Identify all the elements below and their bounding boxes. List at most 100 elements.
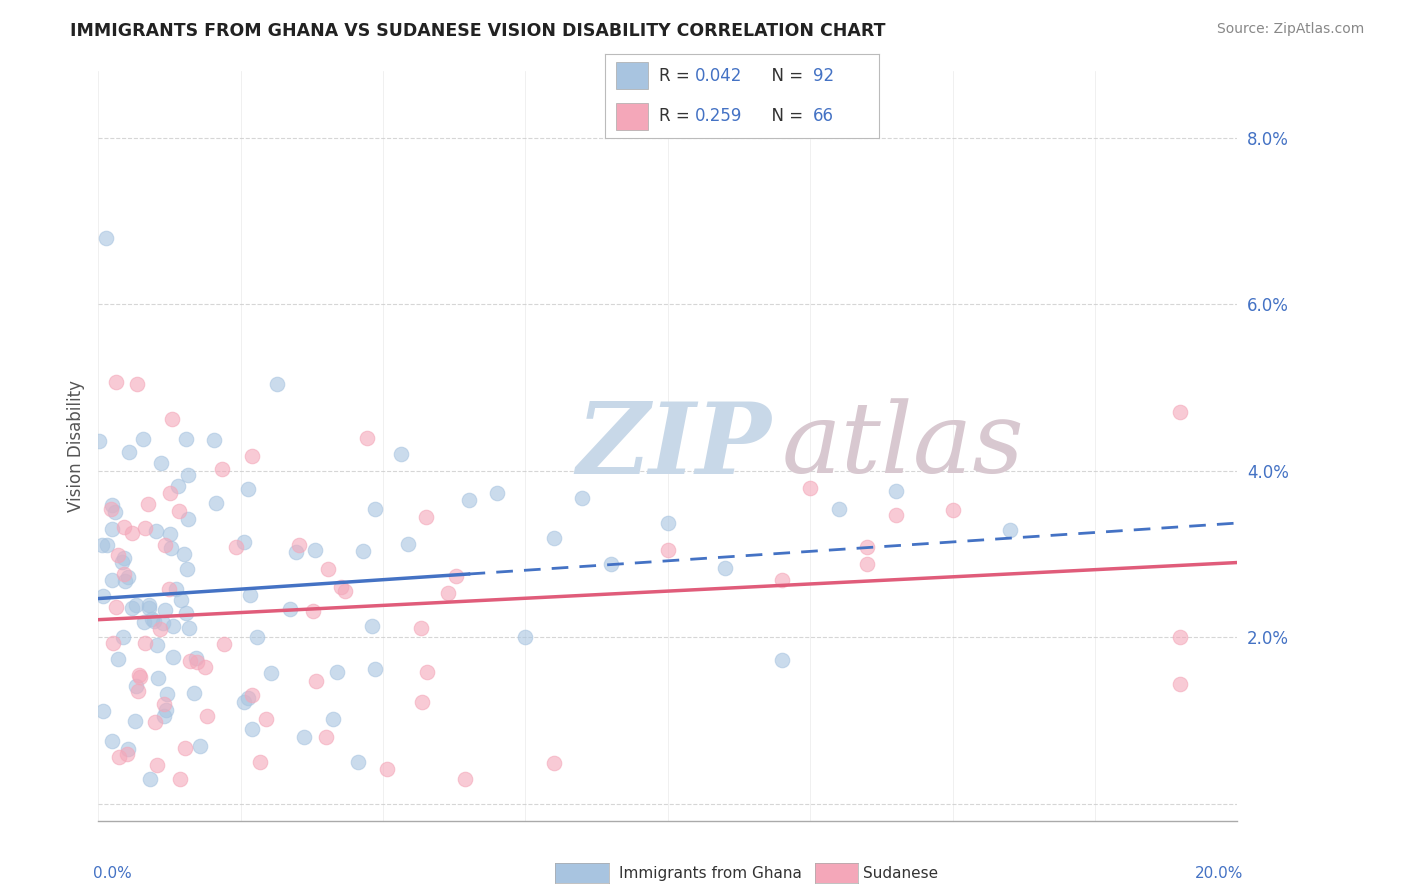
Text: R =: R = (659, 67, 696, 85)
Point (128, 668, 150, 682)
Point (240, 689, 263, 703)
Point (1170, 405, 1192, 419)
Point (259, 666, 281, 681)
Point (101, 498, 124, 512)
Point (364, 502, 387, 516)
Point (239, 588, 262, 602)
Point (91, 704, 114, 718)
Point (112, 520, 135, 534)
Text: 0.259: 0.259 (695, 107, 742, 125)
Point (87, 434, 110, 448)
Point (117, 445, 139, 459)
Text: 0.0%: 0.0% (93, 865, 132, 880)
Point (284, 545, 307, 559)
Point (148, 672, 170, 686)
Point (112, 550, 135, 565)
Point (571, 491, 593, 505)
Point (188, 739, 211, 754)
Point (107, 652, 129, 666)
Point (278, 602, 301, 616)
Point (162, 649, 184, 664)
Point (304, 542, 326, 557)
Point (169, 772, 191, 786)
Point (770, 653, 793, 667)
Point (515, 630, 537, 644)
Point (335, 584, 357, 599)
Point (183, 686, 205, 700)
Point (364, 662, 387, 676)
Point (142, 615, 165, 629)
Point (657, 516, 679, 530)
Point (543, 756, 565, 770)
Point (301, 604, 323, 618)
Point (103, 636, 125, 650)
Point (232, 534, 254, 549)
Point (828, 502, 851, 516)
Point (856, 540, 879, 554)
Point (129, 670, 152, 684)
Point (125, 679, 148, 693)
Text: ZIP: ZIP (576, 398, 772, 494)
Point (770, 573, 793, 587)
Text: N =: N = (761, 67, 808, 85)
Text: Immigrants from Ghana: Immigrants from Ghana (619, 866, 801, 880)
Text: 92: 92 (813, 67, 834, 85)
Point (714, 560, 737, 574)
Point (356, 431, 378, 445)
Point (411, 695, 433, 709)
Point (134, 636, 156, 650)
Point (174, 432, 197, 446)
Point (266, 377, 288, 392)
Point (186, 651, 208, 665)
Point (121, 601, 143, 615)
Bar (616, 62, 648, 89)
Point (157, 582, 180, 597)
Point (176, 562, 198, 576)
Point (212, 637, 235, 651)
Bar (616, 103, 648, 130)
Point (127, 683, 149, 698)
Point (145, 524, 167, 539)
Point (159, 541, 181, 555)
Point (112, 567, 135, 582)
Point (132, 432, 155, 446)
Point (211, 462, 233, 476)
Point (96, 538, 118, 552)
Point (117, 570, 139, 584)
Point (153, 538, 176, 552)
Point (167, 479, 190, 493)
Point (94, 231, 117, 245)
Point (156, 687, 179, 701)
Point (204, 433, 226, 447)
Point (125, 598, 148, 612)
Point (117, 747, 139, 762)
Point (233, 695, 256, 709)
Point (153, 708, 176, 723)
Point (153, 697, 176, 711)
Point (288, 538, 311, 552)
Point (246, 630, 269, 644)
Point (179, 654, 201, 668)
Point (174, 606, 197, 620)
Point (856, 558, 879, 572)
Point (149, 457, 172, 471)
Point (174, 740, 197, 755)
Point (411, 621, 433, 635)
Point (138, 598, 160, 612)
Point (799, 481, 821, 495)
Point (143, 714, 166, 729)
Text: 66: 66 (813, 107, 834, 125)
Point (305, 674, 328, 689)
Point (179, 621, 201, 635)
Point (361, 618, 384, 632)
Point (375, 762, 398, 776)
Point (159, 527, 181, 541)
Point (165, 582, 187, 597)
Point (91, 589, 114, 603)
Point (173, 547, 195, 561)
Point (194, 660, 217, 674)
Point (121, 525, 143, 540)
Point (162, 412, 184, 426)
Point (104, 600, 127, 615)
Point (454, 772, 477, 786)
